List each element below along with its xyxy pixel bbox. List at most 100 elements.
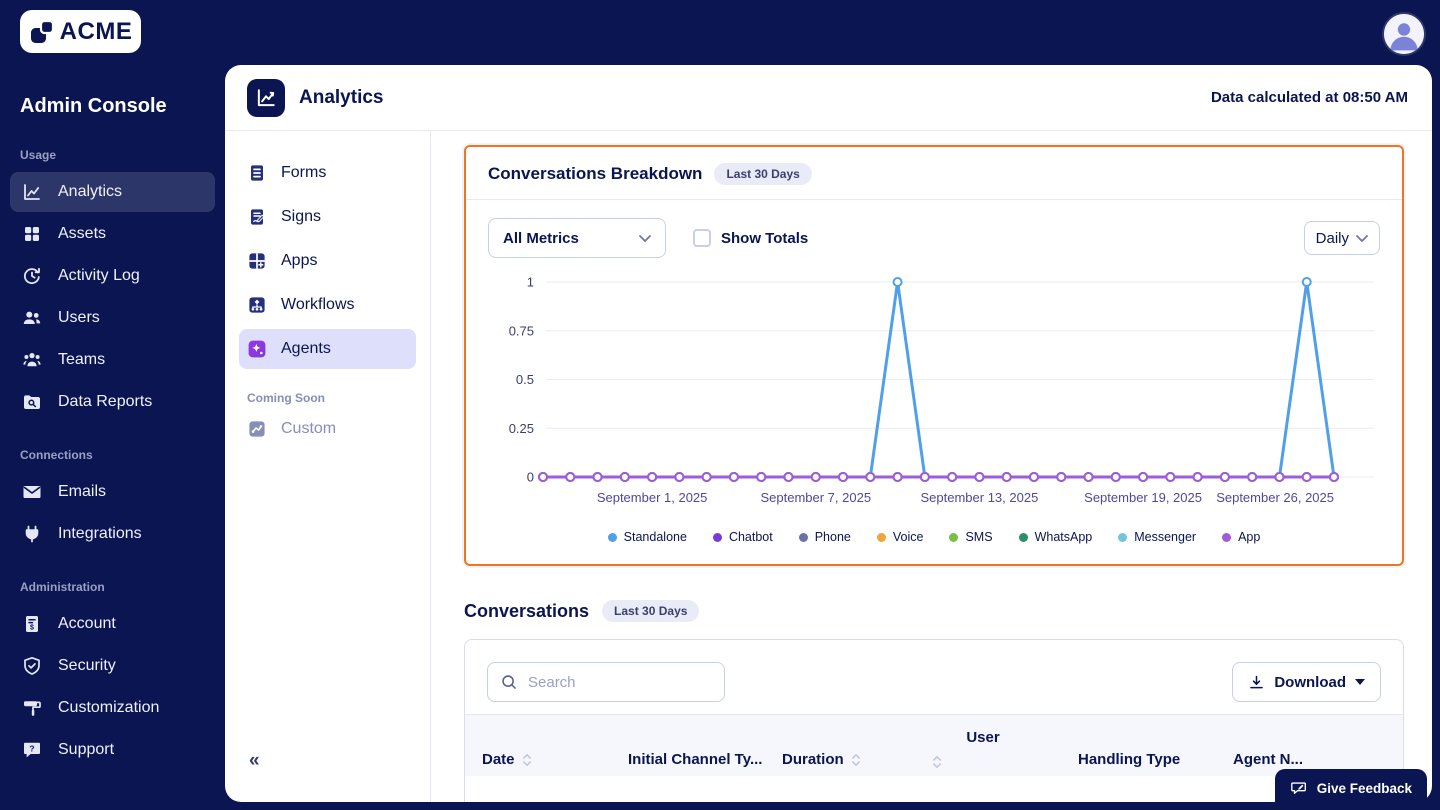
- show-totals-checkbox[interactable]: [693, 229, 711, 247]
- teams-icon: [22, 350, 42, 370]
- sidebar-item-assets[interactable]: Assets: [10, 214, 215, 254]
- legend-item-chatbot[interactable]: Chatbot: [712, 530, 773, 544]
- sidebar-item-label: Assets: [58, 225, 107, 242]
- subnav-item-label: Signs: [281, 208, 322, 225]
- metric-select[interactable]: All Metrics: [488, 218, 666, 258]
- legend-item-app[interactable]: App: [1222, 530, 1260, 544]
- column-label: User: [966, 729, 1000, 746]
- svg-text:September 1, 2025: September 1, 2025: [597, 490, 708, 505]
- legend-item-standalone[interactable]: Standalone: [607, 530, 687, 544]
- column-header-duration[interactable]: Duration: [782, 751, 861, 768]
- svg-text:September 7, 2025: September 7, 2025: [760, 490, 871, 505]
- legend-item-messenger[interactable]: Messenger: [1118, 530, 1196, 544]
- analytics-icon: [22, 182, 42, 202]
- subnav-item-label: Custom: [281, 420, 337, 437]
- legend-item-voice[interactable]: Voice: [876, 530, 924, 544]
- search-input-wrap: [487, 662, 727, 702]
- email-icon: [22, 482, 42, 502]
- forms-icon: [247, 163, 267, 183]
- sidebar-item-data-reports[interactable]: Data Reports: [10, 382, 215, 422]
- legend-dot: [1222, 532, 1232, 542]
- acme-logo[interactable]: ACME: [20, 10, 141, 53]
- subnav-item-agents[interactable]: Agents: [239, 329, 416, 369]
- sort-icon: [851, 753, 861, 767]
- sidebar-item-label: Users: [58, 309, 100, 326]
- sidebar-item-support[interactable]: ? Support: [10, 730, 215, 770]
- column-header-date[interactable]: Date: [482, 751, 532, 768]
- sidebar-item-label: Support: [58, 741, 115, 758]
- subnav-item-label: Apps: [281, 252, 318, 269]
- person-icon: [1384, 14, 1424, 54]
- feedback-icon: [1290, 782, 1306, 794]
- legend-dot: [712, 532, 722, 542]
- subnav-item-workflows[interactable]: Workflows: [239, 285, 416, 325]
- legend-item-whatsapp[interactable]: WhatsApp: [1018, 530, 1092, 544]
- legend-dot: [1018, 532, 1028, 542]
- sidebar-item-activity-log[interactable]: Activity Log: [10, 256, 215, 296]
- legend-label: Chatbot: [728, 530, 773, 544]
- give-feedback-button[interactable]: Give Feedback: [1274, 769, 1427, 810]
- sidebar-item-integrations[interactable]: Integrations: [10, 514, 215, 554]
- collapse-sidebar-button[interactable]: «: [249, 750, 260, 771]
- svg-text:$: $: [30, 625, 34, 632]
- sidebar-item-teams[interactable]: Teams: [10, 340, 215, 380]
- download-label: Download: [1274, 673, 1346, 691]
- support-icon: ?: [22, 740, 42, 760]
- admin-sidebar: Admin Console Usage Analytics Assets Activi…: [0, 65, 225, 810]
- sidebar-title: Admin Console: [20, 95, 167, 117]
- sidebar-item-security[interactable]: Security: [10, 646, 215, 686]
- sort-icon: [932, 755, 942, 769]
- security-icon: [22, 656, 42, 676]
- svg-text:September 26, 2025: September 26, 2025: [1216, 490, 1334, 505]
- subnav-item-forms[interactable]: Forms: [239, 153, 416, 193]
- download-button[interactable]: Download: [1232, 662, 1381, 702]
- page-title: Analytics: [299, 86, 384, 108]
- legend-label: App: [1238, 530, 1261, 544]
- legend-label: Voice: [892, 530, 924, 544]
- subnav-item-apps[interactable]: Apps: [239, 241, 416, 281]
- sidebar-item-label: Data Reports: [58, 393, 153, 410]
- search-input[interactable]: [528, 673, 727, 691]
- svg-text:0.25: 0.25: [509, 421, 534, 436]
- legend-dot: [1118, 532, 1128, 542]
- show-totals-toggle[interactable]: Show Totals: [693, 229, 808, 247]
- conversations-range-badge: Last 30 Days: [602, 600, 700, 622]
- sidebar-item-emails[interactable]: Emails: [10, 472, 215, 512]
- legend-item-phone[interactable]: Phone: [798, 530, 851, 544]
- legend-dot: [607, 532, 617, 542]
- subnav-item-signs[interactable]: Signs: [239, 197, 416, 237]
- analytics-content: Conversations Breakdown Last 30 Days All…: [431, 131, 1432, 802]
- svg-text:?: ?: [29, 743, 34, 753]
- column-label: Duration: [782, 751, 844, 768]
- page-header: Analytics Data calculated at 08:50 AM: [225, 65, 1432, 131]
- acme-logo-icon: [29, 19, 55, 45]
- user-avatar[interactable]: [1382, 12, 1426, 56]
- sidebar-item-users[interactable]: Users: [10, 298, 215, 338]
- coming-soon-label: Coming Soon: [247, 391, 325, 405]
- legend-dot: [798, 532, 808, 542]
- sidebar-item-customization[interactable]: Customization: [10, 688, 215, 728]
- conversations-table-card: Download Date Initial Channel Ty... Durati…: [464, 639, 1404, 802]
- svg-text:0.5: 0.5: [516, 372, 534, 387]
- column-header-initial-channel-ty: Initial Channel Ty...: [628, 751, 762, 768]
- legend-label: SMS: [965, 530, 993, 544]
- sidebar-item-label: Teams: [58, 351, 106, 368]
- sidebar-item-label: Integrations: [58, 525, 142, 542]
- sidebar-item-analytics[interactable]: Analytics: [10, 172, 215, 212]
- legend-label: Phone: [814, 530, 851, 544]
- granularity-select[interactable]: Daily: [1303, 221, 1380, 255]
- sidebar-item-label: Security: [58, 657, 116, 674]
- download-icon: [1250, 675, 1264, 688]
- breakdown-range-badge: Last 30 Days: [714, 163, 812, 185]
- breakdown-line-chart: 0 0.25 0.5 0.75 1 September 1, 2025 September …: [509, 275, 1374, 505]
- sidebar-item-label: Emails: [58, 483, 107, 500]
- svg-text:0: 0: [527, 470, 534, 485]
- main-panel: Analytics Data calculated at 08:50 AM Fo…: [225, 65, 1432, 802]
- legend-item-sms[interactable]: SMS: [949, 530, 993, 544]
- product-subnav: Forms Signs Apps Workflows Agents Coming Soo…: [225, 131, 431, 802]
- legend-label: Standalone: [623, 530, 687, 544]
- column-label: Handling Type: [1078, 751, 1181, 768]
- sidebar-item-account[interactable]: $ Account: [10, 604, 215, 644]
- activity-log-icon: [22, 266, 42, 286]
- sidebar-item-label: Customization: [58, 699, 160, 716]
